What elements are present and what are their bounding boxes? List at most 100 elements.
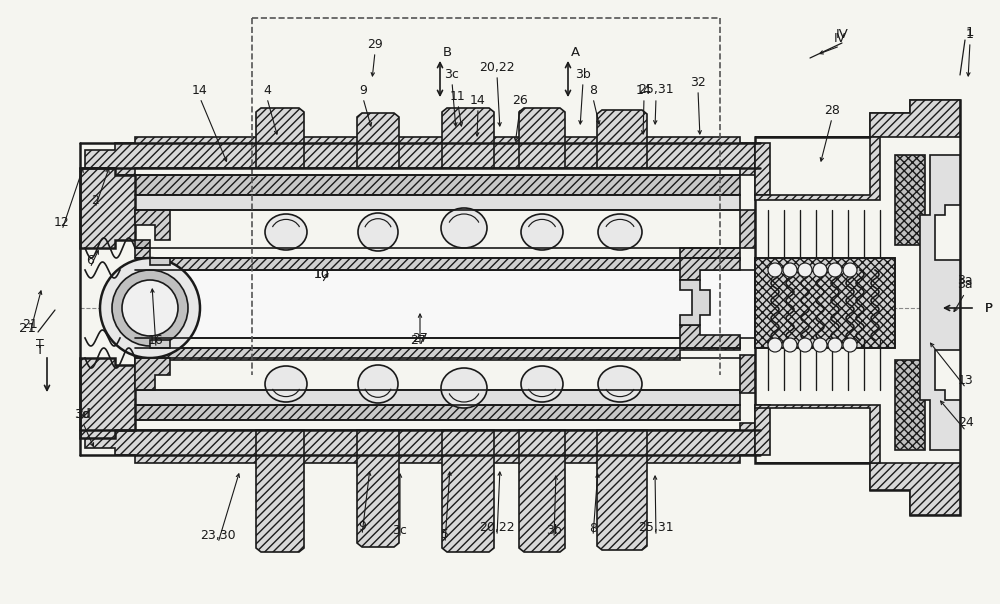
Circle shape	[122, 280, 178, 336]
Ellipse shape	[358, 365, 398, 403]
Polygon shape	[135, 175, 740, 195]
Text: 13: 13	[958, 373, 974, 387]
Text: 9: 9	[358, 521, 366, 533]
Polygon shape	[256, 430, 304, 552]
Text: 21: 21	[20, 321, 36, 335]
Polygon shape	[755, 405, 770, 455]
Text: 24: 24	[958, 417, 974, 429]
Text: 12: 12	[54, 216, 70, 228]
Polygon shape	[357, 430, 399, 547]
Polygon shape	[80, 358, 135, 438]
Polygon shape	[135, 195, 740, 210]
Circle shape	[813, 338, 827, 352]
Polygon shape	[135, 405, 740, 420]
Bar	[755, 258, 895, 348]
Polygon shape	[740, 355, 755, 393]
Polygon shape	[135, 210, 170, 240]
Text: 9: 9	[359, 83, 367, 97]
Text: 27: 27	[412, 332, 428, 344]
Text: 3d: 3d	[75, 408, 91, 422]
Circle shape	[768, 338, 782, 352]
Ellipse shape	[358, 213, 398, 251]
Ellipse shape	[521, 366, 563, 402]
Text: 3d: 3d	[74, 408, 90, 422]
Text: 21: 21	[22, 318, 38, 332]
Polygon shape	[80, 168, 135, 248]
Polygon shape	[135, 358, 170, 390]
Polygon shape	[740, 210, 755, 248]
Polygon shape	[442, 430, 494, 552]
Text: IV: IV	[836, 28, 848, 42]
Text: A: A	[570, 45, 580, 59]
Polygon shape	[357, 113, 399, 168]
Text: 1: 1	[966, 25, 974, 39]
Circle shape	[768, 263, 782, 277]
Text: 14: 14	[636, 83, 652, 97]
Polygon shape	[442, 108, 494, 168]
Text: 14: 14	[192, 83, 208, 97]
Bar	[755, 258, 895, 348]
Circle shape	[783, 263, 797, 277]
Polygon shape	[135, 358, 150, 365]
Text: 27: 27	[410, 333, 426, 347]
Bar	[135, 270, 760, 338]
Text: T: T	[36, 344, 44, 356]
Text: 8: 8	[589, 521, 597, 535]
Ellipse shape	[598, 366, 642, 402]
Text: 3c: 3c	[393, 524, 407, 536]
Circle shape	[798, 338, 812, 352]
Text: 8: 8	[589, 83, 597, 97]
Ellipse shape	[598, 214, 642, 250]
Text: 29: 29	[367, 37, 383, 51]
Bar	[755, 260, 895, 346]
Text: 3b: 3b	[546, 524, 562, 536]
Text: 25,31: 25,31	[638, 521, 674, 535]
Text: 1: 1	[966, 28, 974, 40]
Bar	[895, 155, 925, 245]
Text: 10: 10	[314, 269, 330, 281]
Polygon shape	[135, 248, 740, 270]
Ellipse shape	[521, 214, 563, 250]
Text: 11: 11	[450, 89, 466, 103]
Polygon shape	[150, 258, 170, 265]
Polygon shape	[755, 405, 880, 463]
Text: 6: 6	[86, 254, 94, 266]
Text: 5: 5	[441, 528, 449, 542]
Text: 10: 10	[314, 269, 330, 281]
Text: T: T	[36, 338, 44, 352]
Text: IV: IV	[834, 31, 846, 45]
Circle shape	[828, 263, 842, 277]
Polygon shape	[680, 258, 740, 280]
Polygon shape	[680, 280, 710, 325]
Polygon shape	[597, 430, 647, 550]
Polygon shape	[256, 108, 304, 168]
Polygon shape	[135, 240, 150, 248]
Circle shape	[783, 338, 797, 352]
Text: B: B	[442, 45, 452, 59]
Polygon shape	[85, 137, 760, 175]
Text: 23,30: 23,30	[200, 528, 236, 542]
Text: 26: 26	[512, 94, 528, 106]
Polygon shape	[920, 155, 960, 450]
Bar	[895, 360, 925, 450]
Ellipse shape	[441, 368, 487, 408]
Ellipse shape	[441, 208, 487, 248]
Ellipse shape	[265, 214, 307, 250]
Text: 28: 28	[824, 103, 840, 117]
Circle shape	[100, 258, 200, 358]
Circle shape	[843, 263, 857, 277]
Polygon shape	[135, 338, 740, 368]
Circle shape	[798, 263, 812, 277]
Text: 25,31: 25,31	[638, 83, 674, 97]
Text: 16: 16	[148, 333, 164, 347]
Polygon shape	[597, 110, 647, 168]
Text: 3a: 3a	[957, 274, 973, 286]
Text: 14: 14	[470, 94, 486, 106]
Polygon shape	[135, 390, 740, 405]
Polygon shape	[755, 143, 770, 195]
Text: 20,22: 20,22	[479, 60, 515, 74]
Text: 4: 4	[263, 83, 271, 97]
Text: 3c: 3c	[445, 68, 459, 80]
Polygon shape	[755, 463, 960, 515]
Ellipse shape	[265, 366, 307, 402]
